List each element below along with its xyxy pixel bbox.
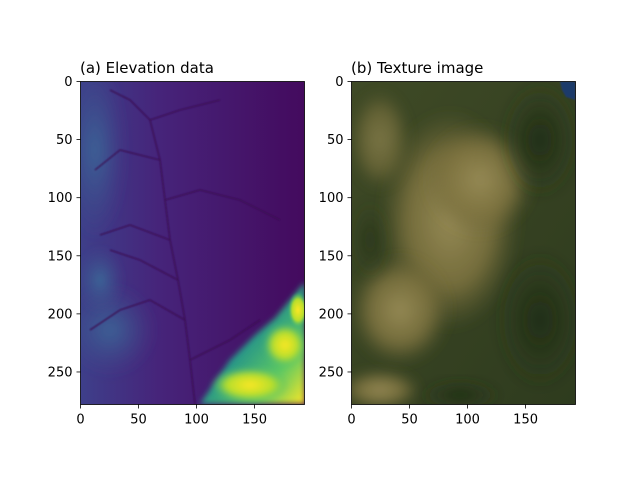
- texture-ytick-label: 0: [335, 75, 343, 90]
- texture-title: (b) Texture image: [351, 59, 483, 77]
- texture-xtick-label: 0: [347, 413, 355, 428]
- elevation-panel: (a) Elevation data 0 50 100 150 0 50 100 150 200…: [48, 59, 305, 428]
- texture-xtick-label: 150: [513, 413, 538, 428]
- texture-ytick-label: 150: [319, 249, 344, 264]
- texture-xtick-label: 50: [401, 413, 418, 428]
- elevation-ytick-label: 100: [48, 191, 73, 206]
- elevation-xtick-label: 100: [184, 413, 209, 428]
- elevation-xtick-label: 150: [242, 413, 267, 428]
- elevation-ytick-label: 200: [48, 307, 73, 322]
- elevation-ytick-label: 250: [48, 365, 73, 380]
- elevation-title: (a) Elevation data: [80, 59, 214, 77]
- texture-ytick-label: 50: [327, 133, 344, 148]
- texture-xtick-label: 100: [455, 413, 480, 428]
- texture-ytick-label: 100: [319, 191, 344, 206]
- elevation-xtick-label: 50: [130, 413, 147, 428]
- elevation-image: [80, 81, 305, 405]
- elevation-ytick-label: 50: [56, 133, 73, 148]
- elevation-ytick-label: 0: [64, 75, 72, 90]
- texture-ytick-label: 200: [319, 307, 344, 322]
- elevation-axes: 0 50 100 150 0 50 100 150 200 250: [48, 75, 267, 428]
- elevation-frame: [80, 81, 305, 405]
- texture-panel: (b) Texture image 0 50 100 150 0 50 100 150 200 2…: [319, 59, 576, 428]
- texture-frame: [351, 81, 576, 405]
- elevation-xtick-label: 0: [76, 413, 84, 428]
- texture-axes: 0 50 100 150 0 50 100 150 200 250: [319, 75, 538, 428]
- elevation-ytick-label: 150: [48, 249, 73, 264]
- texture-ytick-label: 250: [319, 365, 344, 380]
- texture-image: [351, 81, 576, 405]
